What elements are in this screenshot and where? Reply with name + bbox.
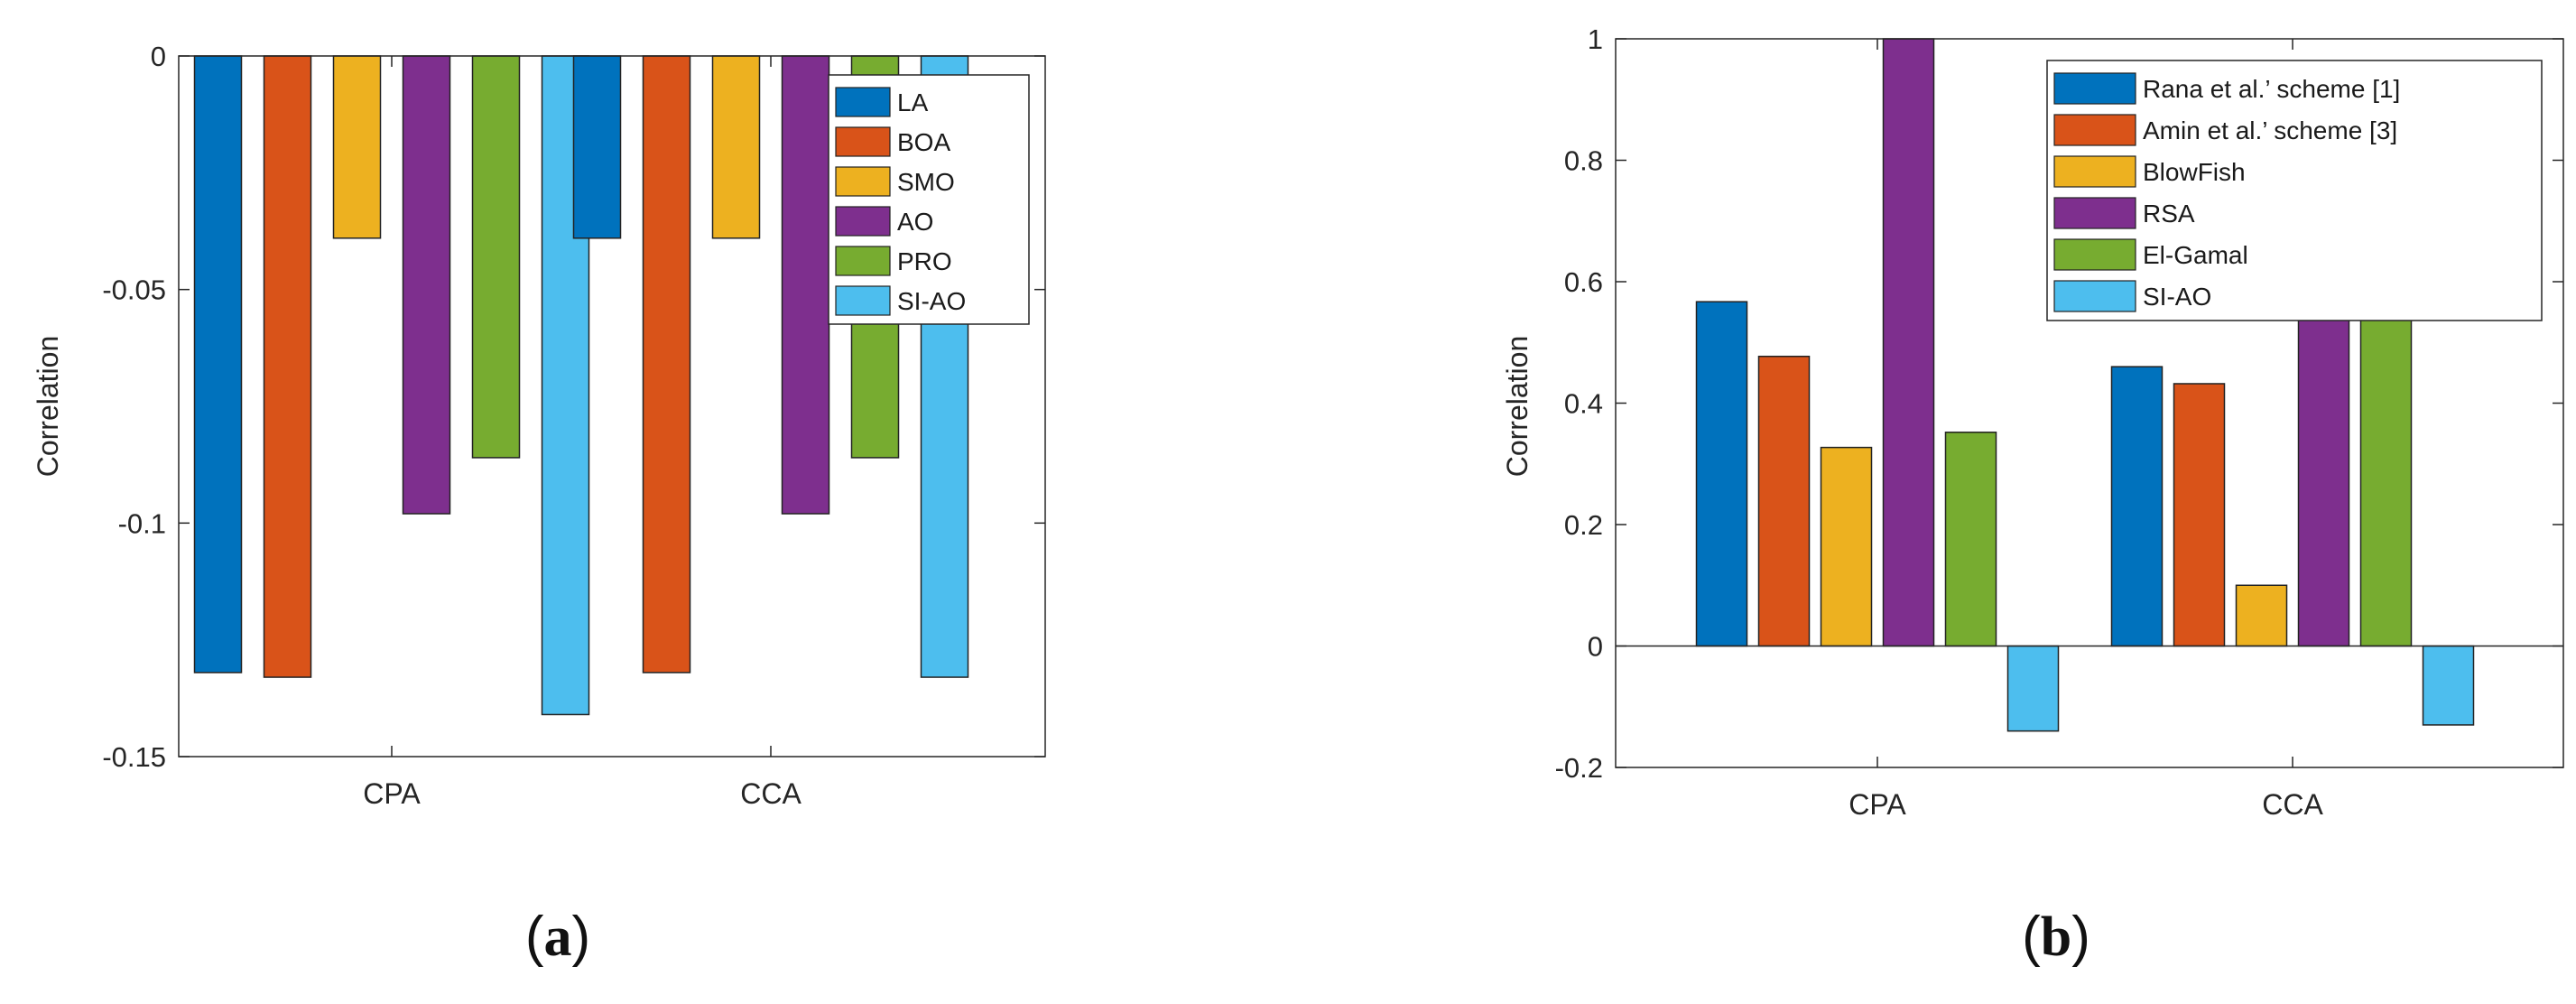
panel-b-legend: Rana et al.’ scheme [1] Amin et al.’ sche… (2046, 60, 2543, 321)
panel-b-label: (b) (2022, 906, 2090, 968)
panel-b-y-axis-label: Correlation (1501, 336, 1534, 478)
bar-smo-cpa (332, 55, 382, 239)
bar-amin-et-al-scheme-3--cca (2173, 383, 2226, 647)
bar-rana-et-al-scheme-1--cpa (1695, 301, 1748, 647)
panel-a-y-ticks: 0 -0.05 -0.1 -0.15 (102, 41, 1045, 773)
x-tick-label-cca: CCA (2262, 788, 2323, 821)
y-tick-label: -0.05 (102, 274, 166, 306)
legend-label: SI-AO (897, 287, 966, 315)
bar-ao-cca (781, 55, 830, 515)
bar-pro-cpa (471, 55, 521, 459)
y-tick-label: 0.2 (1564, 509, 1603, 541)
legend-swatch (2053, 197, 2136, 229)
panel-a-x-ticks: CPA CCA (363, 56, 802, 810)
bar-si-ao-cca (2422, 645, 2475, 726)
bar-la-cpa (193, 55, 243, 674)
legend-swatch (835, 87, 891, 117)
y-tick-label: 0 (1588, 631, 1603, 663)
panel-a-legend: LA BOA SMO AO PRO SI-AO (828, 74, 1030, 325)
legend-label: El-Gamal (2143, 241, 2248, 269)
panel-b: 1 0.8 0.6 0.4 0.2 0 -0.2 CPA CCA Correlation Ra… (1501, 23, 2564, 968)
x-tick-label-cca: CCA (740, 777, 802, 810)
legend-label: SMO (897, 168, 955, 196)
legend-swatch (2053, 72, 2136, 105)
panel-a-bars (193, 55, 969, 716)
bar-boa-cpa (263, 55, 312, 678)
legend-swatch (835, 246, 891, 276)
legend-label: PRO (897, 247, 952, 275)
x-tick-label-cpa: CPA (363, 777, 421, 810)
bar-rana-et-al-scheme-1--cca (2110, 366, 2164, 647)
legend-label: AO (897, 208, 933, 236)
y-tick-label: 0.6 (1564, 266, 1603, 298)
panel-b-y-ticks: 1 0.8 0.6 0.4 0.2 0 -0.2 (1555, 23, 2563, 784)
panel-b-label-letter: b (2041, 906, 2071, 968)
panel-a-y-axis-label: Correlation (32, 336, 64, 478)
legend-label: BOA (897, 128, 950, 156)
legend-swatch (835, 285, 891, 316)
y-tick-label: -0.2 (1555, 752, 1603, 784)
x-tick-label-cpa: CPA (1849, 788, 1906, 821)
bar-el-gamal-cpa (1944, 432, 1997, 647)
legend-swatch (2053, 238, 2136, 271)
panel-a: 0 -0.05 -0.1 -0.15 CPA CCA Correlation LA BOA… (32, 41, 1046, 968)
bar-smo-cca (711, 55, 761, 239)
panel-b-x-ticks: CPA CCA (1849, 39, 2323, 821)
y-tick-label: 0 (151, 41, 166, 72)
bar-si-ao-cpa (2006, 645, 2060, 732)
panel-a-label: (a) (525, 906, 590, 968)
bar-rsa-cpa (1882, 38, 1935, 647)
panel-a-label-letter: a (544, 906, 572, 968)
legend-swatch (835, 126, 891, 157)
legend-swatch (2053, 280, 2136, 312)
y-tick-label: -0.15 (102, 741, 166, 773)
legend-swatch (2053, 114, 2136, 146)
bar-blowfish-cca (2235, 584, 2288, 647)
bar-la-cca (572, 55, 622, 239)
panel-a-axes-box (178, 55, 1046, 758)
bar-ao-cpa (402, 55, 451, 515)
y-tick-label: 1 (1588, 23, 1603, 55)
legend-swatch (835, 166, 891, 197)
legend-label: SI-AO (2143, 283, 2211, 311)
legend-label: Amin et al.’ scheme [3] (2143, 116, 2397, 144)
legend-label: RSA (2143, 200, 2195, 228)
y-tick-label: -0.1 (118, 507, 166, 539)
legend-swatch (835, 206, 891, 237)
y-tick-label: 0.4 (1564, 388, 1603, 420)
legend-label: LA (897, 88, 929, 116)
legend-label: BlowFish (2143, 158, 2246, 186)
bar-amin-et-al-scheme-3--cpa (1757, 355, 1811, 647)
bar-boa-cca (642, 55, 691, 674)
y-tick-label: 0.8 (1564, 145, 1603, 177)
legend-swatch (2053, 155, 2136, 188)
bar-blowfish-cpa (1820, 446, 1873, 647)
legend-label: Rana et al.’ scheme [1] (2143, 75, 2400, 103)
